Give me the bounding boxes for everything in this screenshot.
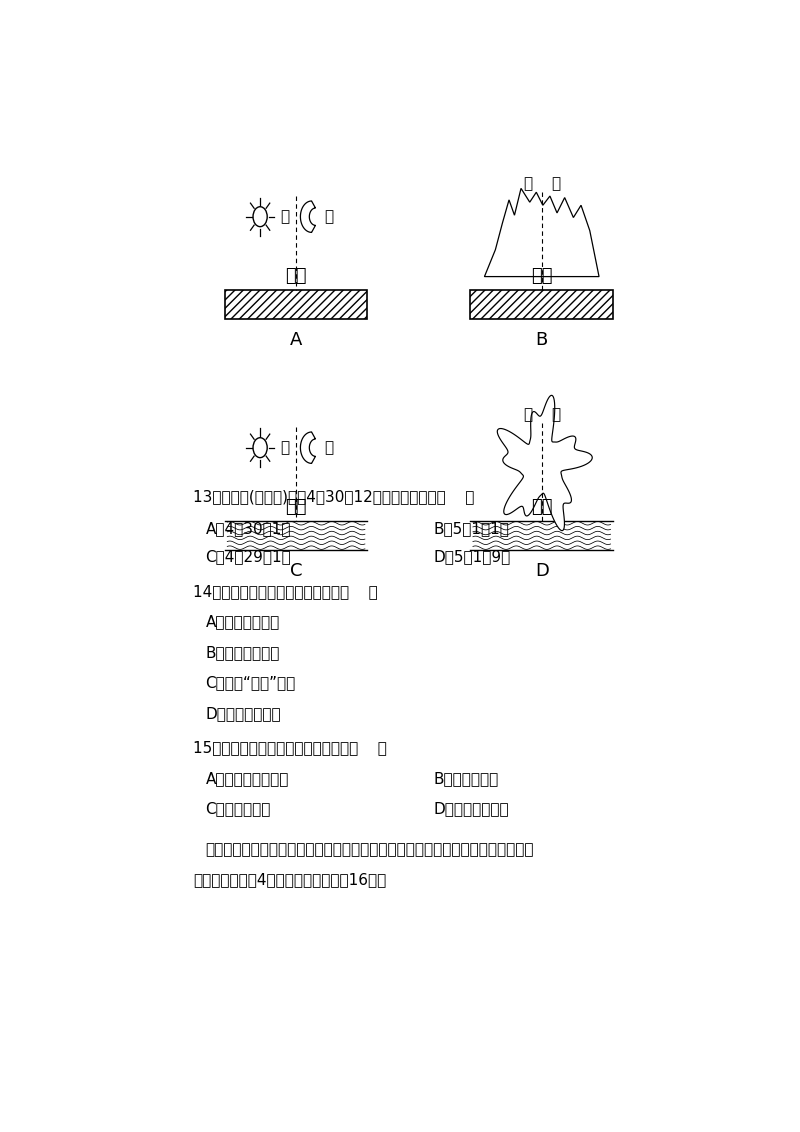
Polygon shape (498, 395, 592, 531)
Text: 夜: 夜 (551, 177, 560, 191)
Text: 海洋: 海洋 (531, 498, 553, 516)
Text: C．地面辐射弱: C．地面辐射弱 (206, 801, 270, 816)
Circle shape (521, 461, 554, 506)
Text: 海洋: 海洋 (286, 498, 307, 516)
Bar (225, 290, 367, 319)
Text: 昼: 昼 (280, 209, 290, 224)
Text: 陆地: 陆地 (286, 267, 307, 285)
Text: 14．太阳活动对地球造成的影响是（    ）: 14．太阳活动对地球造成的影响是（ ） (193, 584, 378, 599)
Text: 夜: 夜 (324, 440, 333, 455)
Circle shape (253, 207, 267, 226)
Bar (470, 521, 613, 550)
Text: A．空气中的水汽多: A．空气中的水汽多 (206, 771, 289, 786)
Bar (470, 290, 613, 319)
Circle shape (513, 428, 552, 483)
Bar (470, 290, 613, 319)
Text: 气温垂直分布的4种情形。读图完成第16题。: 气温垂直分布的4种情形。读图完成第16题。 (193, 873, 386, 887)
Text: D．促进大气运动: D．促进大气运动 (206, 705, 281, 721)
Circle shape (507, 465, 534, 505)
Text: 夜: 夜 (324, 209, 333, 224)
Text: D: D (535, 561, 549, 580)
Bar (225, 521, 367, 550)
Text: A．4月30日1时: A．4月30日1时 (206, 521, 291, 535)
Text: 昼: 昼 (523, 177, 533, 191)
Text: B．太阳辐射弱: B．太阳辐射弱 (434, 771, 498, 786)
Text: C．4月29日1时: C．4月29日1时 (206, 549, 291, 564)
Text: 昼: 昼 (523, 408, 533, 422)
Text: B．5月1日1时: B．5月1日1时 (434, 521, 509, 535)
Text: 13．当纽约(西五区)处于4月30日12时时，北京应为（    ）: 13．当纽约(西五区)处于4月30日12时时，北京应为（ ） (193, 489, 474, 504)
Polygon shape (301, 432, 315, 463)
Bar (225, 290, 367, 319)
Circle shape (541, 461, 570, 503)
Text: 昼: 昼 (280, 440, 290, 455)
Text: A．维持地表温度: A．维持地表温度 (206, 615, 280, 629)
Text: D．大气逆辐射弱: D．大气逆辐射弱 (434, 801, 509, 816)
Circle shape (498, 447, 534, 497)
Text: A: A (290, 331, 302, 349)
Circle shape (551, 443, 584, 488)
Text: 陆地: 陆地 (531, 267, 553, 285)
Text: 近年来，雾霖天气在我国频繁出现，空气质量问题已引起全社会高度关注。下图是: 近年来，雾霖天气在我国频繁出现，空气质量问题已引起全社会高度关注。下图是 (206, 842, 534, 857)
Text: D．5月1日9时: D．5月1日9时 (434, 549, 510, 564)
Text: B: B (536, 331, 548, 349)
Text: C: C (290, 561, 302, 580)
Text: 15．霜冻多出现在晴朗的夜晚是因为（    ）: 15．霜冻多出现在晴朗的夜晚是因为（ ） (193, 740, 387, 755)
Circle shape (533, 428, 570, 480)
Text: C．产生“磁暴”现象: C．产生“磁暴”现象 (206, 675, 296, 691)
Text: 夜: 夜 (551, 408, 560, 422)
Polygon shape (301, 201, 315, 232)
Text: B．导致昼夜交替: B．导致昼夜交替 (206, 645, 280, 660)
Circle shape (253, 438, 267, 457)
